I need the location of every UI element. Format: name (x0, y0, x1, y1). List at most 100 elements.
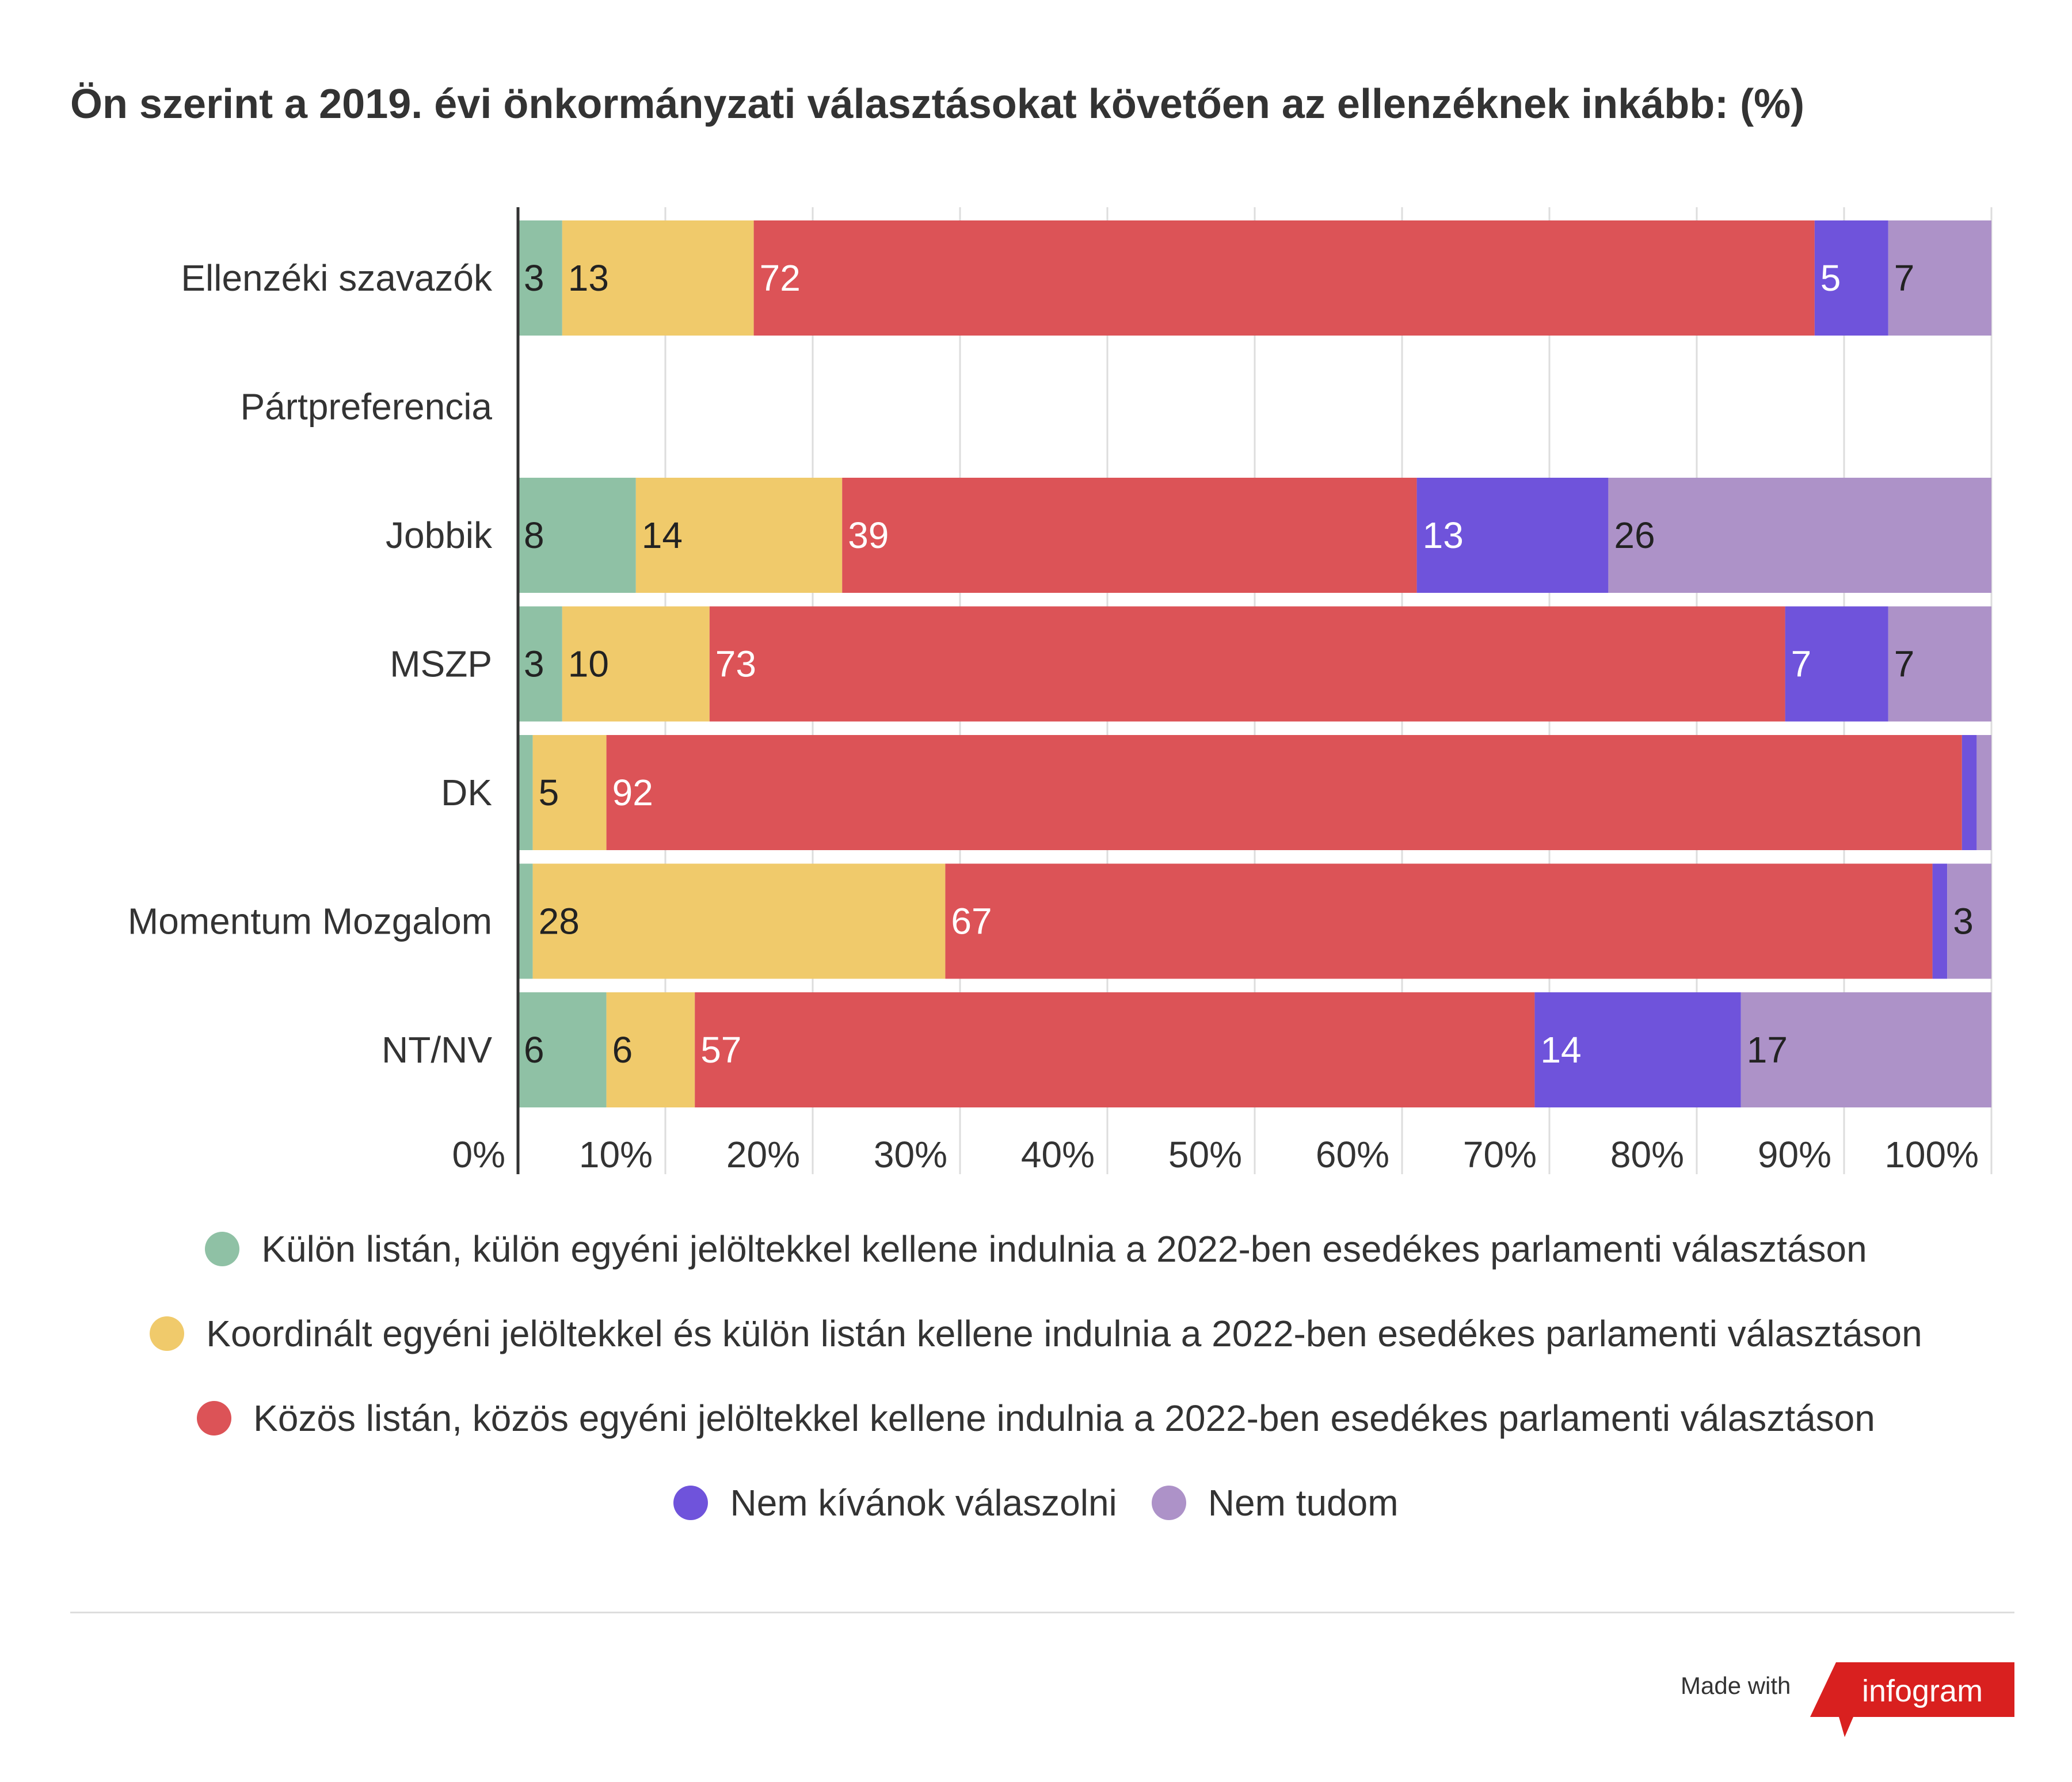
x-tick-label: 10% (579, 1134, 653, 1175)
category-labels: Ellenzéki szavazók Pártpreferencia Jobbik M… (128, 257, 493, 1071)
data-label: 6 (524, 1029, 544, 1071)
bar-segment (635, 478, 843, 593)
data-label: 3 (524, 257, 544, 299)
bar-segment (1888, 606, 1991, 722)
data-label: 17 (1747, 1029, 1788, 1071)
x-tick-label: 20% (726, 1134, 800, 1175)
category-label: Momentum Mozgalom (128, 901, 492, 942)
data-label: 5 (539, 772, 559, 813)
bar-segment (1534, 992, 1741, 1107)
x-tick-label: 100% (1884, 1134, 1979, 1175)
legend-dot-icon (150, 1316, 185, 1351)
bar-segment (562, 220, 754, 336)
bar-segment (518, 735, 533, 850)
legend-dot-icon (205, 1232, 240, 1266)
data-label: 26 (1614, 515, 1655, 556)
legend-item[interactable]: Közös listán, közös egyéni jelöltekkel k… (197, 1397, 1875, 1440)
bar-segment (1947, 863, 1991, 979)
x-tick-label: 60% (1316, 1134, 1389, 1175)
x-tick-label: 80% (1610, 1134, 1684, 1175)
data-label: 67 (951, 901, 992, 942)
x-tick-label: 50% (1168, 1134, 1242, 1175)
bar-segment (518, 478, 636, 593)
infogram-badge-shape (1810, 1662, 2014, 1737)
bar-segment (562, 606, 710, 722)
data-label: 73 (715, 644, 756, 685)
bar-segment (1888, 220, 1991, 336)
bar-segment (606, 992, 695, 1107)
data-label: 28 (539, 901, 580, 942)
bar-segment (709, 606, 1785, 722)
bar-segment (518, 863, 533, 979)
bar-segment (842, 478, 1417, 593)
data-label: 7 (1894, 257, 1915, 299)
category-label: Ellenzéki szavazók (181, 257, 493, 299)
bar-segment (945, 863, 1933, 979)
bar-segment (1608, 478, 1991, 593)
bar-segment (518, 606, 562, 722)
legend-row: Külön listán, külön egyéni jelöltekkel k… (0, 1226, 2072, 1272)
category-label: DK (441, 772, 492, 813)
infogram-logo[interactable]: infogram (1810, 1662, 2017, 1743)
legend-row: Koordinált egyéni jelöltekkel és külön l… (0, 1311, 2072, 1357)
bar-segment (753, 220, 1815, 336)
category-label: MSZP (390, 644, 492, 685)
bars (518, 220, 1991, 1107)
legend-label: Nem kívánok válaszolni (730, 1482, 1117, 1524)
bar-segment (1976, 735, 1991, 850)
bar-segment (518, 220, 562, 336)
data-label: 7 (1894, 644, 1915, 685)
legend-dot-icon (197, 1401, 232, 1436)
legend-item[interactable]: Nem kívánok válaszolni (673, 1482, 1117, 1524)
legend-label: Nem tudom (1208, 1482, 1399, 1524)
category-label: Jobbik (386, 515, 493, 556)
x-tick-label: 30% (874, 1134, 947, 1175)
bar-segment (1416, 478, 1609, 593)
data-label: 8 (524, 515, 544, 556)
data-label: 6 (612, 1029, 633, 1071)
data-label: 10 (568, 644, 609, 685)
data-label: 92 (612, 772, 653, 813)
data-label: 7 (1791, 644, 1812, 685)
data-label: 13 (1423, 515, 1464, 556)
made-with-text: Made with (1681, 1672, 1791, 1699)
data-label: 13 (568, 257, 609, 299)
x-axis-ticks: 0% 10% 20% 30% 40% 50% 60% 70% 80% 90% 100% (452, 1134, 1979, 1175)
data-label: 3 (524, 644, 544, 685)
legend-row: Nem kívánok válaszolni Nem tudom (0, 1480, 2072, 1526)
data-label: 57 (700, 1029, 741, 1071)
bar-segment (1961, 735, 1977, 850)
data-label: 14 (642, 515, 683, 556)
infogram-logo-text: infogram (1862, 1674, 1983, 1708)
legend-row: Közös listán, közös egyéni jelöltekkel k… (0, 1395, 2072, 1441)
footer-divider (70, 1612, 2014, 1613)
legend-item[interactable]: Koordinált egyéni jelöltekkel és külön l… (150, 1312, 1922, 1355)
legend-label: Külön listán, külön egyéni jelöltekkel k… (261, 1228, 1867, 1270)
legend-label: Közös listán, közös egyéni jelöltekkel k… (253, 1398, 1875, 1439)
bar-segment (532, 863, 946, 979)
legend-dot-icon (673, 1486, 709, 1520)
legend: Külön listán, külön egyéni jelöltekkel k… (0, 1226, 2072, 1564)
legend-dot-icon (1151, 1486, 1186, 1520)
data-label: 14 (1540, 1029, 1581, 1071)
x-tick-label: 0% (452, 1134, 506, 1175)
bar-segment (1785, 606, 1888, 722)
x-tick-label: 40% (1021, 1134, 1095, 1175)
bar-segment (606, 735, 1962, 850)
data-label: 3 (1953, 901, 1974, 942)
legend-item[interactable]: Külön listán, külön egyéni jelöltekkel k… (205, 1228, 1867, 1270)
category-label: NT/NV (382, 1029, 492, 1071)
legend-item[interactable]: Nem tudom (1151, 1482, 1399, 1524)
x-tick-label: 70% (1463, 1134, 1537, 1175)
bar-segment (1740, 992, 1991, 1107)
chart-title: Ön szerint a 2019. évi önkormányzati vál… (70, 81, 1805, 127)
data-label: 5 (1820, 257, 1841, 299)
x-tick-label: 90% (1758, 1134, 1831, 1175)
bar-segment (532, 735, 607, 850)
data-label: 39 (848, 515, 889, 556)
bar-segment (518, 992, 607, 1107)
bar-segment (1814, 220, 1888, 336)
legend-label: Koordinált egyéni jelöltekkel és külön l… (206, 1313, 1922, 1354)
